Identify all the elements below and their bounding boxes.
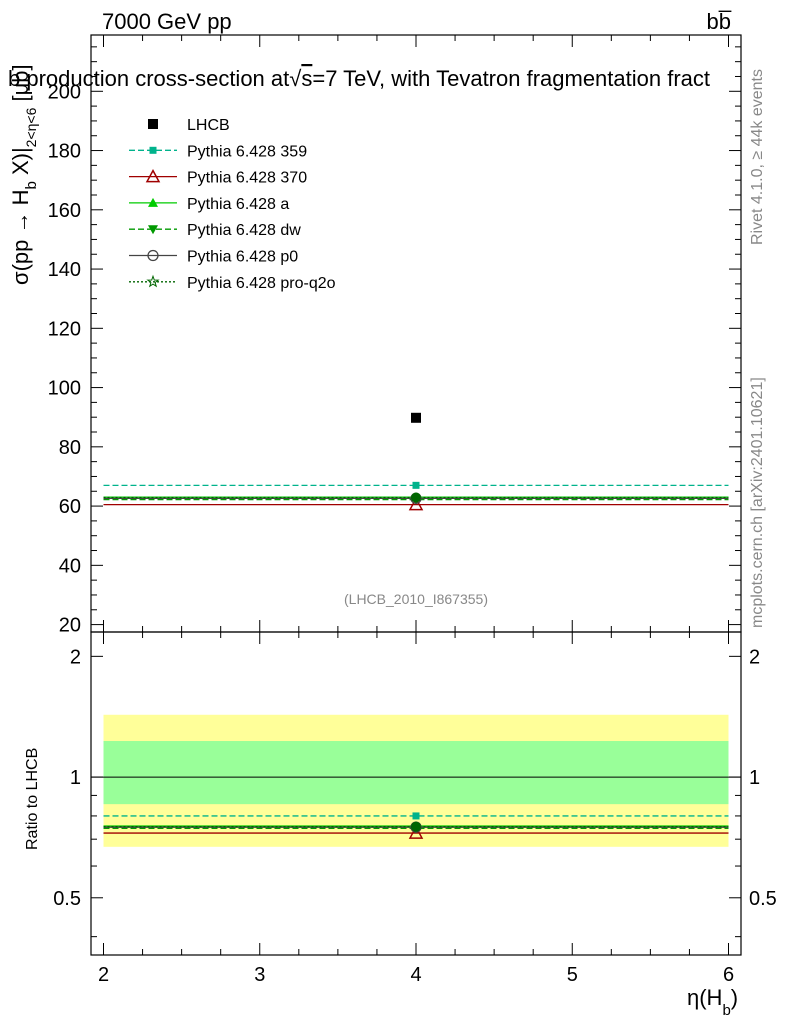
ratio-y-tick-label: 0.5 <box>53 888 81 910</box>
legend-label-pythia-6-428-pro-q2o: Pythia 6.428 pro-q2o <box>187 275 336 292</box>
x-tick-label: 2 <box>98 964 109 986</box>
analysis-watermark: (LHCB_2010_I867355) <box>344 591 488 607</box>
legend-label-pythia-6-428-359: Pythia 6.428 359 <box>187 143 307 160</box>
legend-label-pythia-6-428-a: Pythia 6.428 a <box>187 196 289 213</box>
legend-marker-pythia-6-428-p0 <box>147 249 159 262</box>
main-y-tick-label: 80 <box>59 437 81 459</box>
main-y-tick-label: 20 <box>59 615 81 637</box>
main-point-lhcb <box>411 412 421 423</box>
ratio-y-tick-label: 2 <box>70 646 81 668</box>
main-y-tick-label: 60 <box>59 496 81 518</box>
ratio-y-tick-label-right: 0.5 <box>749 888 777 910</box>
rivet-label: Rivet 4.1.0, ≥ 44k events <box>749 69 766 245</box>
ratio-y-tick-label-right: 2 <box>749 646 760 668</box>
x-tick-label: 6 <box>723 964 734 986</box>
legend-marker-pythia-6-428-pro-q2o <box>146 274 160 288</box>
ratio-point-pythia-6-428-pro-q2o <box>411 821 421 832</box>
main-point-pythia-6-428-pro-q2o <box>411 492 421 503</box>
ratio-stat-uncertainty-band <box>103 741 729 805</box>
main-y-tick-label: 100 <box>48 378 81 400</box>
main-y-tick-label: 160 <box>48 200 81 222</box>
main-y-tick-label: 120 <box>48 318 81 340</box>
legend-marker-pythia-6-428-359 <box>149 146 157 154</box>
legend-marker-pythia-6-428-dw <box>148 225 158 235</box>
main-y-tick-label: 200 <box>48 81 81 103</box>
ratio-point-pythia-6-428-370 <box>408 825 424 839</box>
main-point-pythia-6-428-370 <box>408 497 424 511</box>
legend-marker-pythia-6-428-370 <box>145 169 161 183</box>
ratio-y-tick-label: 1 <box>70 767 81 789</box>
legend-label-pythia-6-428-370: Pythia 6.428 370 <box>187 170 307 187</box>
legend-label-lhcb: LHCB <box>187 117 230 134</box>
ratio-y-tick-label-right: 1 <box>749 767 760 789</box>
ratio-point-pythia-6-428-359 <box>412 812 420 820</box>
x-tick-label: 4 <box>410 964 421 986</box>
main-y-tick-label: 180 <box>48 141 81 163</box>
main-y-tick-label: 40 <box>59 555 81 577</box>
ratio-y-axis-label: Ratio to LHCB <box>24 748 41 850</box>
legend-label-pythia-6-428-dw: Pythia 6.428 dw <box>187 222 301 239</box>
main-y-tick-label: 140 <box>48 259 81 281</box>
beam-label: 7000 GeV pp <box>102 9 232 34</box>
legend-marker-pythia-6-428-a <box>148 197 158 207</box>
ratio-panel-frame <box>90 631 742 956</box>
main-y-axis-label: σ(pp → Hb X)|2<η<6 [μb] <box>8 64 40 285</box>
mcplots-label: mcplots.cern.ch [arXiv:2401.10621] <box>749 377 766 628</box>
sqrt-symbol: √ <box>289 66 302 91</box>
main-point-pythia-6-428-359 <box>412 481 420 489</box>
x-axis-label: η(Hb) <box>687 985 738 1019</box>
x-tick-label: 5 <box>567 964 578 986</box>
process-label: bb̅ <box>707 9 732 34</box>
legend-label-pythia-6-428-p0: Pythia 6.428 p0 <box>187 249 298 266</box>
plot-title: b production cross-section at√s=7 TeV, w… <box>8 66 710 91</box>
legend-marker-lhcb <box>148 119 158 129</box>
x-tick-label: 3 <box>254 964 265 986</box>
